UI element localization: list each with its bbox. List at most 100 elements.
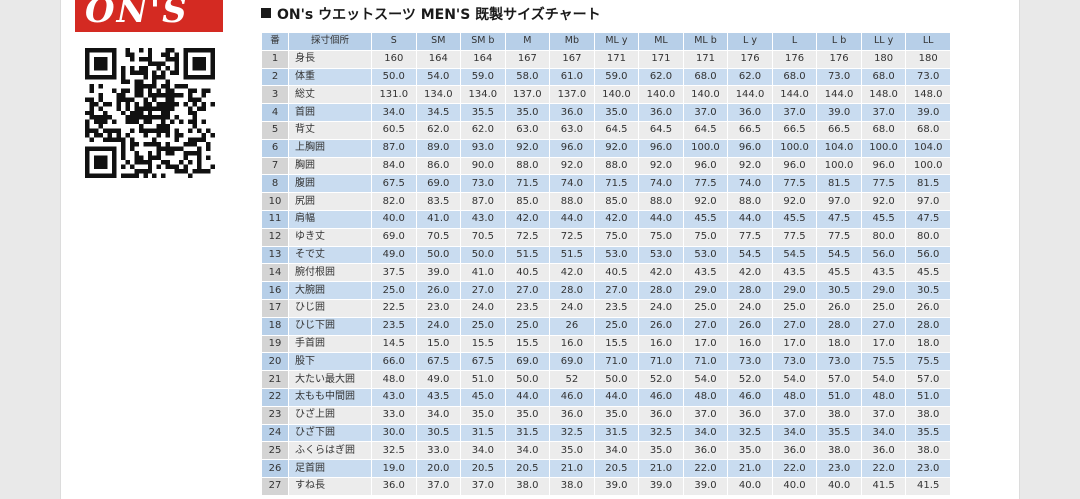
value-cell: 67.5 <box>372 175 416 193</box>
column-header: L y <box>728 33 772 50</box>
value-cell: 43.5 <box>772 264 817 282</box>
brand-logo[interactable]: ON'S <box>75 0 223 32</box>
row-number-cell: 20 <box>262 353 288 371</box>
column-header: M <box>505 33 550 50</box>
value-cell: 77.5 <box>683 175 728 193</box>
value-cell: 35.5 <box>906 424 950 442</box>
value-cell: 52.0 <box>728 371 772 388</box>
value-cell: 86.0 <box>416 157 461 175</box>
measurement-name-cell: ひじ下囲 <box>289 317 371 335</box>
table-row: 7 胸囲 84.0 86.0 90.0 88.0 92.0 88.0 92.0 96.0 92.0 9… <box>262 157 950 175</box>
table-row: 4 首囲 34.0 34.5 35.5 35.0 36.0 35.0 36.0 37.0 36.0 3… <box>262 104 950 121</box>
measurement-name-cell: そで丈 <box>289 246 371 264</box>
row-number-cell: 25 <box>262 442 288 460</box>
table-row: 1 身長 160 164 164 167 167 171 171 171 176 176 176 180 1… <box>262 50 950 68</box>
row-number-cell: 7 <box>262 157 288 175</box>
value-cell: 23.5 <box>372 317 416 335</box>
value-cell: 22.5 <box>372 299 416 317</box>
value-cell: 17.0 <box>772 335 817 353</box>
value-cell: 53.0 <box>594 246 639 264</box>
value-cell: 36.0 <box>639 104 683 121</box>
value-cell: 23.0 <box>416 299 461 317</box>
value-cell: 26.0 <box>906 299 950 317</box>
value-cell: 37.0 <box>772 406 817 424</box>
value-cell: 27.0 <box>461 282 505 299</box>
value-cell: 59.0 <box>594 68 639 86</box>
value-cell: 24.0 <box>639 299 683 317</box>
row-number-cell: 1 <box>262 50 288 68</box>
table-row: 8 腹囲 67.5 69.0 73.0 71.5 74.0 71.5 74.0 77.5 74.0 7… <box>262 175 950 193</box>
value-cell: 96.0 <box>772 157 817 175</box>
value-cell: 39.0 <box>639 477 683 495</box>
value-cell: 92.0 <box>861 193 906 210</box>
value-cell: 88.0 <box>639 193 683 210</box>
value-cell: 25.0 <box>861 299 906 317</box>
value-cell: 21.0 <box>550 460 594 477</box>
value-cell: 16.0 <box>550 335 594 353</box>
value-cell: 54.0 <box>683 371 728 388</box>
value-cell: 64.5 <box>594 121 639 139</box>
value-cell: 20.5 <box>461 460 505 477</box>
value-cell: 36.0 <box>772 442 817 460</box>
value-cell: 16.0 <box>639 335 683 353</box>
value-cell: 52.0 <box>639 371 683 388</box>
value-cell: 75.5 <box>906 353 950 371</box>
value-cell: 77.5 <box>772 228 817 246</box>
value-cell: 36.0 <box>728 406 772 424</box>
value-cell: 43.0 <box>461 210 505 228</box>
column-header: L <box>772 33 817 50</box>
column-header: SM b <box>461 33 505 50</box>
value-cell: 68.0 <box>861 68 906 86</box>
value-cell: 75.5 <box>861 353 906 371</box>
title-text: ON's ウエットスーツ MEN'S 既製サイズチャート <box>277 7 601 23</box>
value-cell: 180 <box>906 50 950 68</box>
value-cell: 92.0 <box>505 139 550 157</box>
value-cell: 67.5 <box>416 353 461 371</box>
value-cell: 51.5 <box>505 246 550 264</box>
row-number-cell: 11 <box>262 210 288 228</box>
measurement-name-cell: ひざ下囲 <box>289 424 371 442</box>
value-cell: 71.0 <box>639 353 683 371</box>
value-cell: 26.0 <box>639 317 683 335</box>
value-cell: 140.0 <box>594 86 639 104</box>
value-cell: 24.0 <box>461 299 505 317</box>
value-cell: 42.0 <box>505 210 550 228</box>
measurement-name-cell: ゆき丈 <box>289 228 371 246</box>
value-cell: 81.5 <box>817 175 861 193</box>
value-cell: 167 <box>550 50 594 68</box>
value-cell: 54.5 <box>772 246 817 264</box>
value-cell: 100.0 <box>861 139 906 157</box>
value-cell: 80.0 <box>861 228 906 246</box>
value-cell: 35.0 <box>505 104 550 121</box>
value-cell: 72.5 <box>505 228 550 246</box>
value-cell: 39.0 <box>683 477 728 495</box>
value-cell: 68.0 <box>683 68 728 86</box>
value-cell: 28.0 <box>550 282 594 299</box>
value-cell: 62.0 <box>416 121 461 139</box>
value-cell: 40.0 <box>772 477 817 495</box>
value-cell: 26.0 <box>416 282 461 299</box>
value-cell: 180 <box>861 50 906 68</box>
value-cell: 69.0 <box>372 228 416 246</box>
value-cell: 15.5 <box>505 335 550 353</box>
value-cell: 137.0 <box>505 86 550 104</box>
value-cell: 68.0 <box>772 68 817 86</box>
value-cell: 176 <box>772 50 817 68</box>
value-cell: 44.0 <box>550 210 594 228</box>
value-cell: 75.0 <box>683 228 728 246</box>
column-header: S <box>372 33 416 50</box>
value-cell: 35.0 <box>550 442 594 460</box>
measurement-name-cell: 大腕囲 <box>289 282 371 299</box>
measurement-name-cell: 背丈 <box>289 121 371 139</box>
value-cell: 62.0 <box>461 121 505 139</box>
value-cell: 51.0 <box>817 388 861 406</box>
row-number-cell: 18 <box>262 317 288 335</box>
measurement-name-cell: 体重 <box>289 68 371 86</box>
row-number-cell: 14 <box>262 264 288 282</box>
value-cell: 39.0 <box>416 264 461 282</box>
value-cell: 92.0 <box>772 193 817 210</box>
value-cell: 52 <box>550 371 594 388</box>
value-cell: 34.0 <box>594 442 639 460</box>
measurement-name-cell: 手首囲 <box>289 335 371 353</box>
value-cell: 39.0 <box>906 104 950 121</box>
